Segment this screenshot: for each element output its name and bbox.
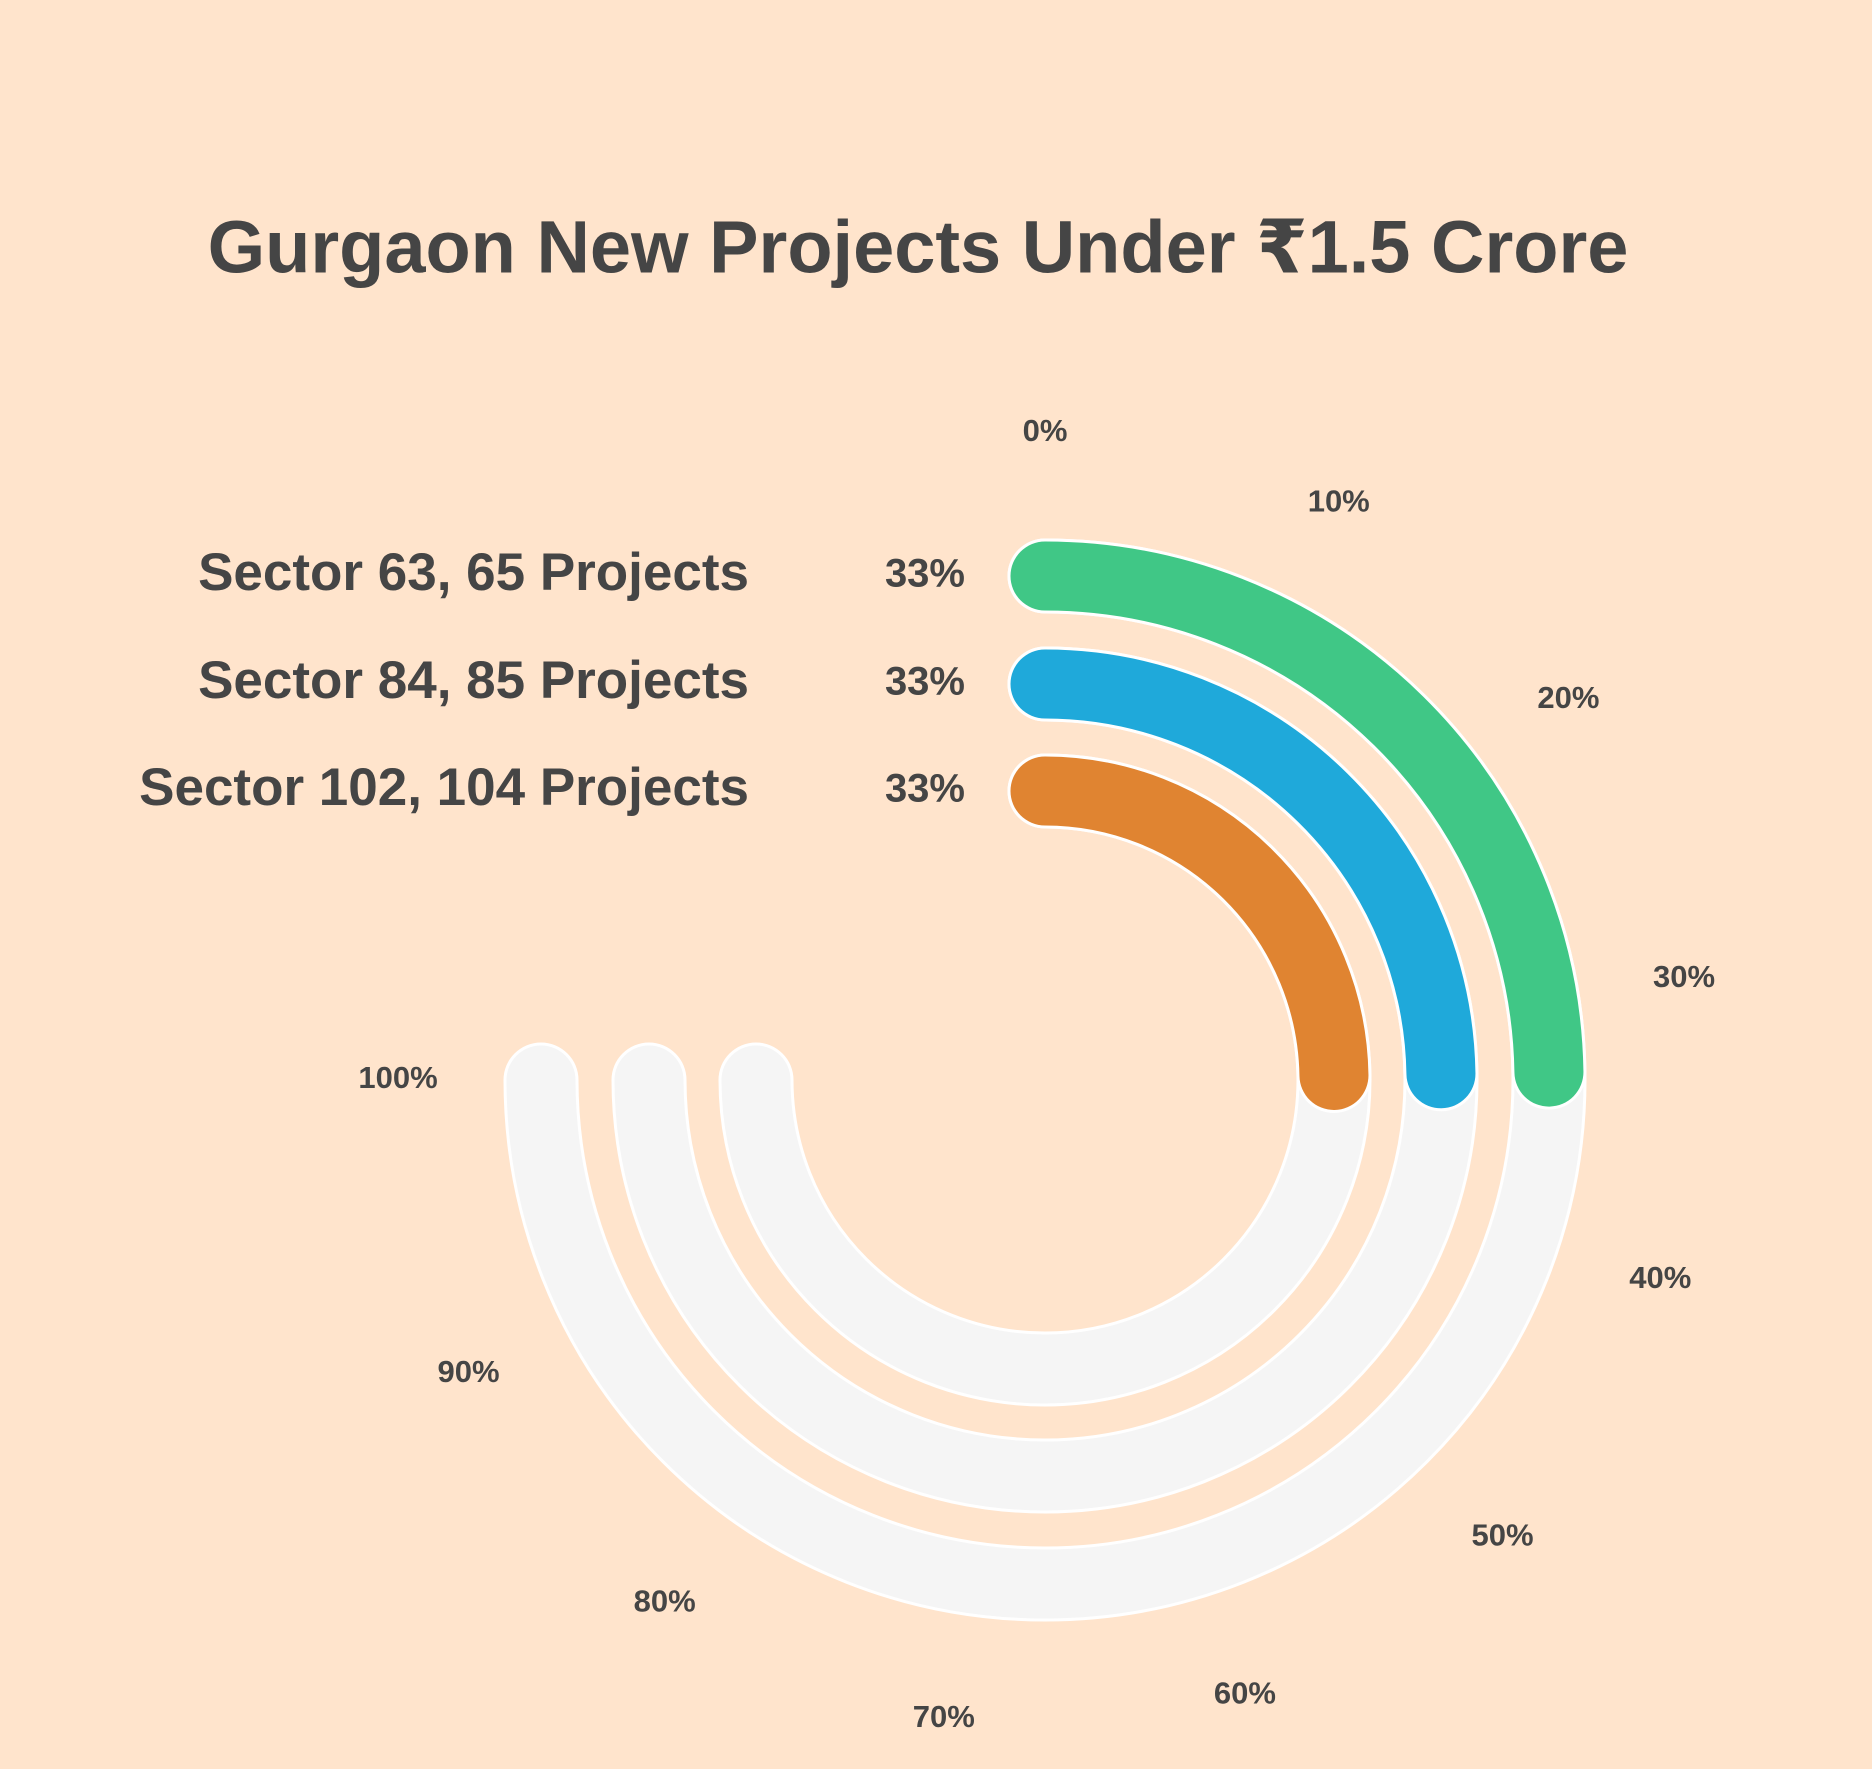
bar	[1010, 541, 1584, 1107]
bar	[1010, 756, 1369, 1110]
tick-label: 100%	[358, 1060, 437, 1095]
value-label: 33%	[885, 660, 965, 704]
category-label: Sector 84, 85 Projects	[198, 651, 749, 710]
chart-title: Gurgaon New Projects Under ₹1.5 Crore	[208, 206, 1629, 289]
category-label: Sector 102, 104 Projects	[139, 758, 749, 817]
value-label: 33%	[885, 767, 965, 811]
tick-label: 10%	[1308, 484, 1370, 519]
tick-label: 50%	[1471, 1518, 1533, 1553]
tick-label: 20%	[1537, 680, 1599, 715]
value-label: 33%	[885, 552, 965, 596]
tick-label: 30%	[1653, 959, 1715, 994]
tick-label: 40%	[1629, 1260, 1691, 1295]
tick-label: 60%	[1214, 1676, 1276, 1711]
tick-label: 90%	[437, 1354, 499, 1389]
bar	[1010, 649, 1476, 1109]
category-label: Sector 63, 65 Projects	[198, 543, 749, 602]
tick-label: 80%	[634, 1584, 696, 1619]
tick-label: 70%	[913, 1699, 975, 1734]
tick-label: 0%	[1023, 413, 1068, 448]
